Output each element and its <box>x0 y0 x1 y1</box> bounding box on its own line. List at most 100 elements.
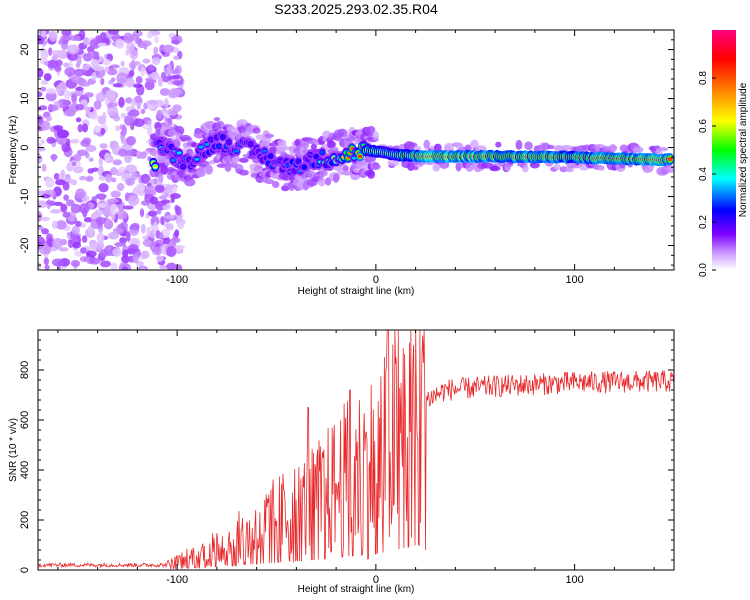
spectrogram-halo-blob <box>224 161 232 172</box>
spectrogram-noise-blob <box>63 110 76 117</box>
snr-y-tick-label: 200 <box>19 511 31 529</box>
spectrogram-noise-blob <box>82 64 90 71</box>
colorbar-tick-label: 0.6 <box>698 119 709 133</box>
spectrogram-noise-blob <box>60 42 69 51</box>
spectrogram-noise-blob <box>162 204 171 210</box>
spectrogram-noise-blob <box>130 222 140 231</box>
spectrogram-noise-blob <box>172 80 183 86</box>
spectrogram-halo-blob <box>326 140 336 149</box>
spectrogram-noise-blob <box>106 198 119 203</box>
spectrogram-noise-blob <box>110 190 121 198</box>
spectrogram-halo-blob <box>252 127 261 134</box>
spectrogram-noise-blob <box>96 232 105 244</box>
spectrogram-noise-blob <box>98 182 109 193</box>
spectrogram-halo-blob <box>333 173 340 183</box>
spectrogram-noise-blob <box>107 68 118 76</box>
spectrogram-noise-blob <box>142 239 152 247</box>
spectrogram-noise-blob <box>90 59 100 69</box>
spectrogram-noise-blob <box>173 55 180 61</box>
spectrogram-noise-blob <box>124 97 134 104</box>
spectrogram-noise-blob <box>159 88 170 96</box>
spectrogram-noise-blob <box>51 49 63 56</box>
spectrogram-noise-blob <box>48 47 53 56</box>
spectrogram-halo-blob <box>367 169 376 179</box>
spectrogram-noise-blob <box>78 203 90 214</box>
spectrogram-halo-blob <box>199 167 206 173</box>
spectrogram-noise-blob <box>148 64 155 72</box>
spectrogram-noise-blob <box>46 88 57 95</box>
spectrogram-noise-blob <box>110 140 116 148</box>
spectrogram-noise-blob <box>146 103 155 110</box>
spectrogram-noise-blob <box>61 30 72 37</box>
spectrogram-data <box>38 30 674 270</box>
spectrogram-noise-blob <box>139 208 145 218</box>
spectrogram-halo-blob <box>205 164 213 175</box>
spectrogram-halo-blob <box>553 163 561 170</box>
spectrogram-halo-blob <box>632 146 644 153</box>
spectrogram-noise-blob <box>61 35 71 42</box>
spectrogram-noise-blob <box>150 216 160 227</box>
snr-y-tick-label: 600 <box>19 411 31 429</box>
colorbar-title: Normalized spectral amplitude <box>738 82 749 217</box>
spectrogram-noise-blob <box>133 118 145 127</box>
spectrogram-halo-blob <box>160 165 169 176</box>
spectrogram-noise-blob <box>51 153 56 162</box>
spectrogram-y-tick-label: -20 <box>19 238 31 254</box>
spectrogram-noise-blob <box>100 260 112 268</box>
spectrogram-noise-blob <box>100 127 106 135</box>
spectrogram-noise-blob <box>118 148 128 157</box>
spectrogram-ridge-core <box>170 158 176 162</box>
spectrogram-halo-blob <box>226 131 239 136</box>
spectrogram-noise-blob <box>41 163 47 172</box>
spectrogram-halo-blob <box>317 177 326 187</box>
spectrogram-noise-blob <box>38 68 44 78</box>
colorbar-ticks: 0.0 0.2 0.4 0.6 0.8 <box>698 71 716 277</box>
spectrogram-ridge-core <box>194 157 200 161</box>
spectrogram-noise-blob <box>118 96 125 108</box>
spectrogram-noise-blob <box>38 142 42 148</box>
spectrogram-noise-blob <box>154 246 162 256</box>
spectrogram-noise-blob <box>56 129 69 139</box>
spectrogram-ridge-core <box>216 144 222 148</box>
spectrogram-y-tick-label: -10 <box>19 189 31 205</box>
spectrogram-noise-blob <box>58 247 69 252</box>
spectrogram-noise-blob <box>75 86 84 91</box>
spectrogram-noise-blob <box>177 221 185 230</box>
spectrogram-halo-blob <box>387 158 400 167</box>
spectrogram-noise-blob <box>122 205 134 210</box>
spectrogram-noise-blob <box>107 231 120 240</box>
colorbar-gradient <box>712 30 736 270</box>
spectrogram-noise-blob <box>150 71 160 81</box>
spectrogram-noise-blob <box>157 76 163 87</box>
spectrogram-ridge-core <box>262 149 268 153</box>
snr-x-tick-label: -100 <box>166 574 188 586</box>
spectrogram-halo-blob <box>372 131 379 141</box>
spectrogram-halo-blob <box>239 157 249 163</box>
spectrogram-halo-blob <box>216 163 227 168</box>
spectrogram-halo-blob <box>598 165 605 171</box>
spectrogram-noise-blob <box>70 203 82 214</box>
snr-x-tick-label: 100 <box>565 574 583 586</box>
spectrogram-noise-blob <box>75 220 82 227</box>
spectrogram-halo-blob <box>173 138 181 149</box>
spectrogram-noise-blob <box>170 193 181 199</box>
spectrogram-noise-blob <box>56 59 63 67</box>
spectrogram-noise-blob <box>171 39 180 45</box>
spectrogram-noise-blob <box>40 194 51 199</box>
spectrogram-noise-blob <box>38 146 46 152</box>
spectrogram-noise-blob <box>111 177 117 183</box>
colorbar-tick-label: 0.2 <box>698 215 709 229</box>
spectrogram-halo-blob <box>184 178 196 187</box>
spectrogram-noise-blob <box>166 246 177 258</box>
spectrogram-noise-blob <box>53 172 60 181</box>
spectrogram-noise-blob <box>164 185 173 193</box>
spectrogram-noise-blob <box>87 224 95 236</box>
spectrogram-noise-blob <box>112 227 124 234</box>
spectrogram-noise-blob <box>68 35 81 41</box>
spectrogram-noise-blob <box>40 86 47 92</box>
colorbar-tick-label: 0.8 <box>698 71 709 85</box>
spectrogram-noise-blob <box>165 214 176 219</box>
spectrogram-halo-blob <box>659 147 669 152</box>
spectrogram-noise-blob <box>143 42 148 50</box>
spectrogram-noise-blob <box>157 172 164 184</box>
